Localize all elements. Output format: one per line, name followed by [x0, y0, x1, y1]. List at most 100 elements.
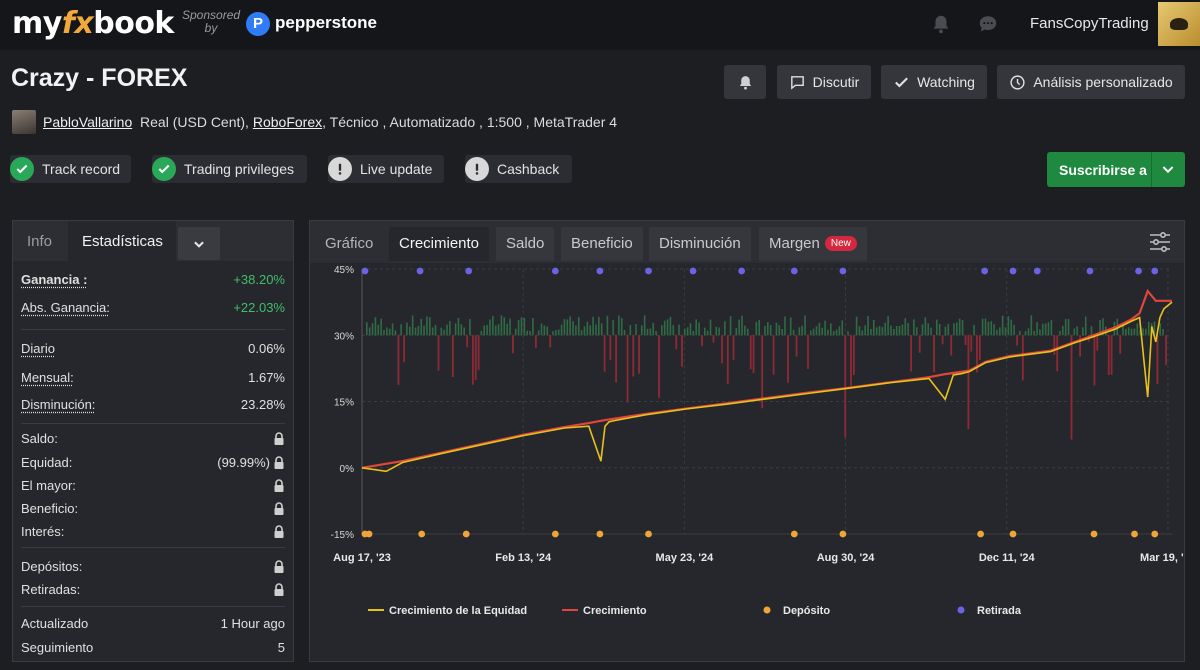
daily-gain-bar — [861, 330, 864, 336]
chart-tabs: Gráfico Crecimiento Saldo Beneficio Dism… — [310, 221, 1184, 263]
chevron-down-icon[interactable] — [1160, 161, 1176, 177]
daily-gain-bar — [371, 323, 374, 336]
daily-loss-bar — [844, 335, 847, 438]
daily-gain-bar — [993, 324, 995, 336]
exclamation-circle-icon — [328, 157, 352, 181]
daily-gain-bar — [824, 320, 826, 336]
daily-gain-bar — [830, 323, 832, 336]
lock-icon[interactable] — [273, 455, 285, 469]
badge-cashback[interactable]: Cashback — [465, 155, 572, 183]
stat-label[interactable]: Abs. Ganancia: — [21, 299, 110, 315]
daily-gain-bar — [586, 321, 589, 336]
withdrawal-marker — [689, 267, 697, 275]
daily-gain-bar — [520, 317, 523, 336]
stat-value: +38.20% — [233, 271, 285, 287]
daily-gain-bar — [598, 316, 600, 336]
tab-info[interactable]: Info — [27, 233, 53, 250]
daily-gain-bar — [987, 321, 990, 336]
account-meta-line: PabloVallarino Real (USD Cent), RoboFore… — [12, 110, 617, 134]
growth-chart[interactable]: 45% 30% 15% 0% -15% Aug 17, '23 Feb 13, '24 May… — [310, 263, 1184, 661]
messages-chat-icon[interactable] — [977, 13, 999, 35]
daily-gain-bar — [715, 326, 718, 336]
pepperstone-link[interactable]: pepperstone — [275, 13, 378, 32]
author-link[interactable]: PabloVallarino — [43, 114, 133, 130]
notifications-bell-icon[interactable] — [930, 13, 952, 35]
author-avatar[interactable] — [12, 110, 36, 134]
daily-gain-bar — [692, 330, 695, 336]
lock-icon[interactable] — [273, 559, 285, 573]
broker-link[interactable]: RoboForex — [252, 114, 323, 130]
withdrawal-marker — [465, 267, 473, 275]
tab-saldo[interactable]: Saldo — [496, 227, 555, 261]
withdrawal-marker — [1009, 267, 1017, 275]
daily-gain-bar — [858, 326, 861, 336]
daily-gain-bar — [446, 324, 448, 336]
stat-label[interactable]: Ganancia : — [21, 271, 88, 287]
badge-trading-privileges[interactable]: Trading privileges — [152, 155, 307, 183]
tab-estadisticas[interactable]: Estadísticas — [68, 221, 176, 261]
daily-gain-bar — [1033, 330, 1035, 336]
badge-label: Trading privileges — [184, 161, 294, 177]
daily-gain-bar — [489, 319, 491, 336]
daily-gain-bar — [1013, 324, 1015, 336]
lock-icon[interactable] — [273, 501, 285, 515]
username[interactable]: FansCopyTrading — [1030, 15, 1149, 32]
custom-analysis-button[interactable]: Análisis personalizado — [997, 65, 1185, 99]
deposit-marker — [1131, 530, 1138, 538]
daily-gain-bar — [595, 324, 597, 336]
daily-gain-bar — [497, 324, 500, 336]
stat-beneficio: Beneficio: — [21, 498, 285, 518]
stat-label: Depósitos: — [21, 558, 83, 574]
daily-gain-bar — [618, 315, 620, 336]
daily-gain-bar — [1076, 326, 1078, 336]
stat-label[interactable]: Mensual: — [21, 369, 74, 385]
daily-gain-bar — [583, 326, 586, 336]
daily-gain-bar — [483, 325, 486, 336]
chart-settings-icon[interactable] — [1148, 230, 1172, 254]
badge-track-record[interactable]: Track record — [10, 155, 131, 183]
myfxbook-logo[interactable]: myfxbook — [12, 6, 174, 41]
daily-loss-bar — [1110, 335, 1113, 375]
daily-gain-bar — [973, 325, 975, 336]
lock-icon[interactable] — [273, 478, 285, 492]
alert-button[interactable] — [724, 65, 766, 99]
watching-button[interactable]: Watching — [881, 65, 987, 99]
daily-gain-bar — [420, 318, 423, 336]
daily-gain-bar — [847, 331, 849, 336]
daily-gain-bar — [566, 319, 569, 336]
daily-gain-bar — [589, 325, 592, 336]
stat-label[interactable]: Disminución: — [21, 396, 96, 412]
tab-beneficio[interactable]: Beneficio — [561, 227, 643, 261]
stat-label[interactable]: Diario — [21, 340, 55, 356]
daily-gain-bar — [414, 327, 417, 336]
stat-ganancia: Ganancia : +38.20% — [21, 269, 285, 289]
tab-crecimiento[interactable]: Crecimiento — [389, 227, 490, 261]
daily-gain-bar — [569, 316, 571, 336]
daily-gain-bar — [855, 316, 858, 336]
badge-live-update[interactable]: Live update — [328, 155, 444, 183]
discuss-button[interactable]: Discutir — [777, 65, 871, 99]
daily-gain-bar — [514, 328, 517, 336]
daily-gain-bar — [552, 331, 554, 336]
lock-icon[interactable] — [273, 431, 285, 445]
badge-label: Cashback — [497, 161, 560, 177]
y-tick-label: 0% — [340, 464, 355, 475]
daily-gain-bar — [460, 324, 463, 336]
badge-label: Track record — [42, 161, 121, 177]
tab-more-dropdown[interactable] — [178, 227, 220, 260]
stat-abs-ganancia: Abs. Ganancia: +22.03% — [21, 297, 285, 317]
stat-label: Seguimiento — [21, 639, 94, 655]
tab-margen[interactable]: Margen New — [759, 227, 867, 261]
deposit-marker — [1009, 530, 1017, 538]
lock-icon[interactable] — [273, 524, 285, 538]
tab-grafico[interactable]: Gráfico — [325, 235, 374, 252]
daily-loss-bar — [549, 335, 552, 348]
subscribe-button[interactable]: Suscribirse a — [1047, 152, 1185, 187]
daily-gain-bar — [1139, 329, 1141, 336]
stat-interes: Interés: — [21, 521, 285, 541]
lock-icon[interactable] — [273, 582, 285, 596]
tab-disminucion[interactable]: Disminución — [649, 227, 751, 261]
user-avatar[interactable] — [1158, 2, 1200, 46]
pepperstone-logo-icon[interactable]: P — [246, 12, 270, 36]
daily-loss-bar — [970, 335, 973, 352]
